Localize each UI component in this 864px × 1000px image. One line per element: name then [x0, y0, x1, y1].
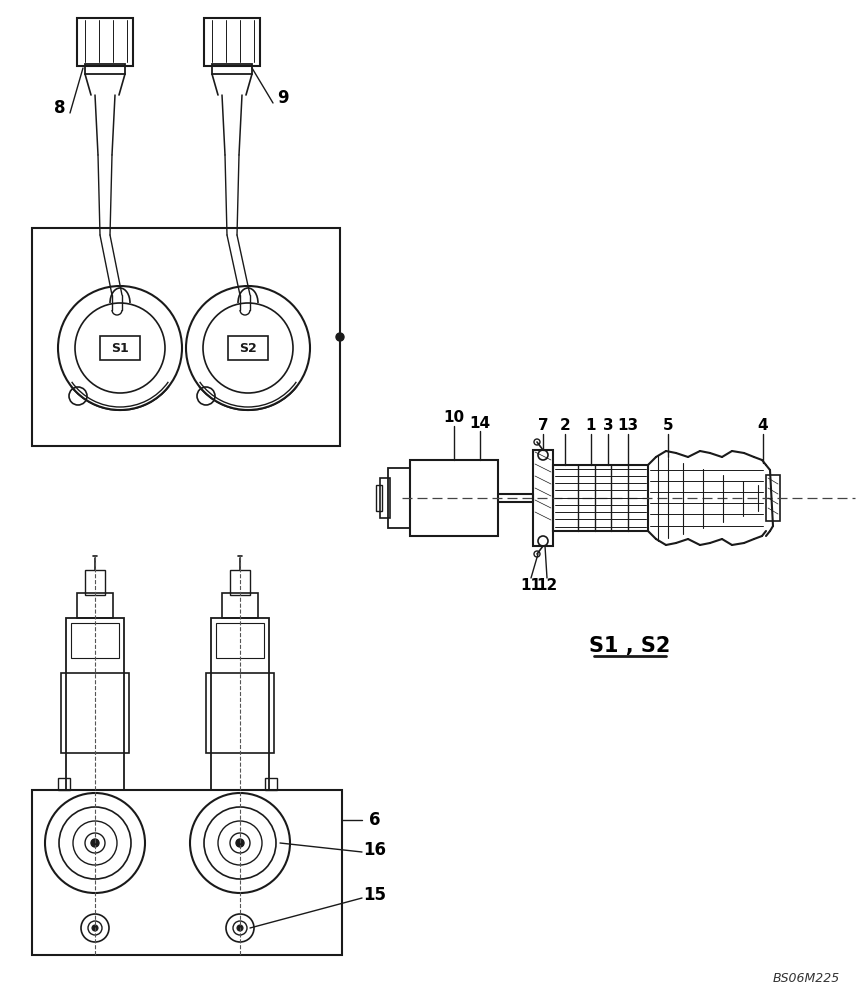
- Bar: [212, 64, 252, 74]
- Bar: [85, 64, 125, 74]
- Bar: [71, 623, 119, 658]
- Bar: [376, 485, 382, 511]
- Text: 16: 16: [364, 841, 386, 859]
- Bar: [766, 475, 780, 521]
- Text: S2: S2: [239, 342, 257, 355]
- Bar: [58, 778, 70, 790]
- Bar: [380, 478, 390, 518]
- Text: 15: 15: [364, 886, 386, 904]
- Text: BS06M225: BS06M225: [772, 972, 840, 984]
- Text: 1: 1: [586, 418, 596, 434]
- Bar: [222, 593, 258, 618]
- Bar: [553, 465, 648, 531]
- Text: 11: 11: [520, 578, 542, 593]
- Text: 8: 8: [54, 99, 66, 117]
- Bar: [85, 570, 105, 595]
- Bar: [230, 570, 250, 595]
- Bar: [66, 618, 124, 790]
- Bar: [77, 593, 113, 618]
- Bar: [265, 778, 277, 790]
- Circle shape: [237, 925, 243, 931]
- Bar: [61, 673, 129, 753]
- Text: 3: 3: [603, 418, 613, 434]
- Circle shape: [336, 333, 344, 341]
- Text: 7: 7: [537, 418, 549, 434]
- Text: 5: 5: [663, 418, 673, 434]
- Text: 9: 9: [277, 89, 289, 107]
- Bar: [388, 468, 410, 528]
- Bar: [410, 460, 498, 536]
- Text: 2: 2: [560, 418, 570, 434]
- Circle shape: [236, 839, 244, 847]
- Text: S1 , S2: S1 , S2: [589, 636, 670, 656]
- Text: 14: 14: [469, 416, 491, 430]
- Bar: [100, 336, 140, 360]
- Bar: [216, 623, 264, 658]
- Bar: [206, 673, 274, 753]
- Text: 13: 13: [618, 418, 638, 434]
- Bar: [204, 18, 260, 66]
- Bar: [211, 618, 269, 790]
- Bar: [32, 228, 340, 446]
- Text: 10: 10: [443, 410, 465, 426]
- Text: 12: 12: [537, 578, 557, 593]
- Circle shape: [92, 925, 98, 931]
- Text: S1: S1: [111, 342, 129, 355]
- Bar: [228, 336, 268, 360]
- Text: 4: 4: [758, 418, 768, 434]
- Circle shape: [91, 839, 99, 847]
- Bar: [32, 790, 342, 955]
- Text: 6: 6: [369, 811, 381, 829]
- Bar: [77, 18, 133, 66]
- Bar: [533, 450, 553, 546]
